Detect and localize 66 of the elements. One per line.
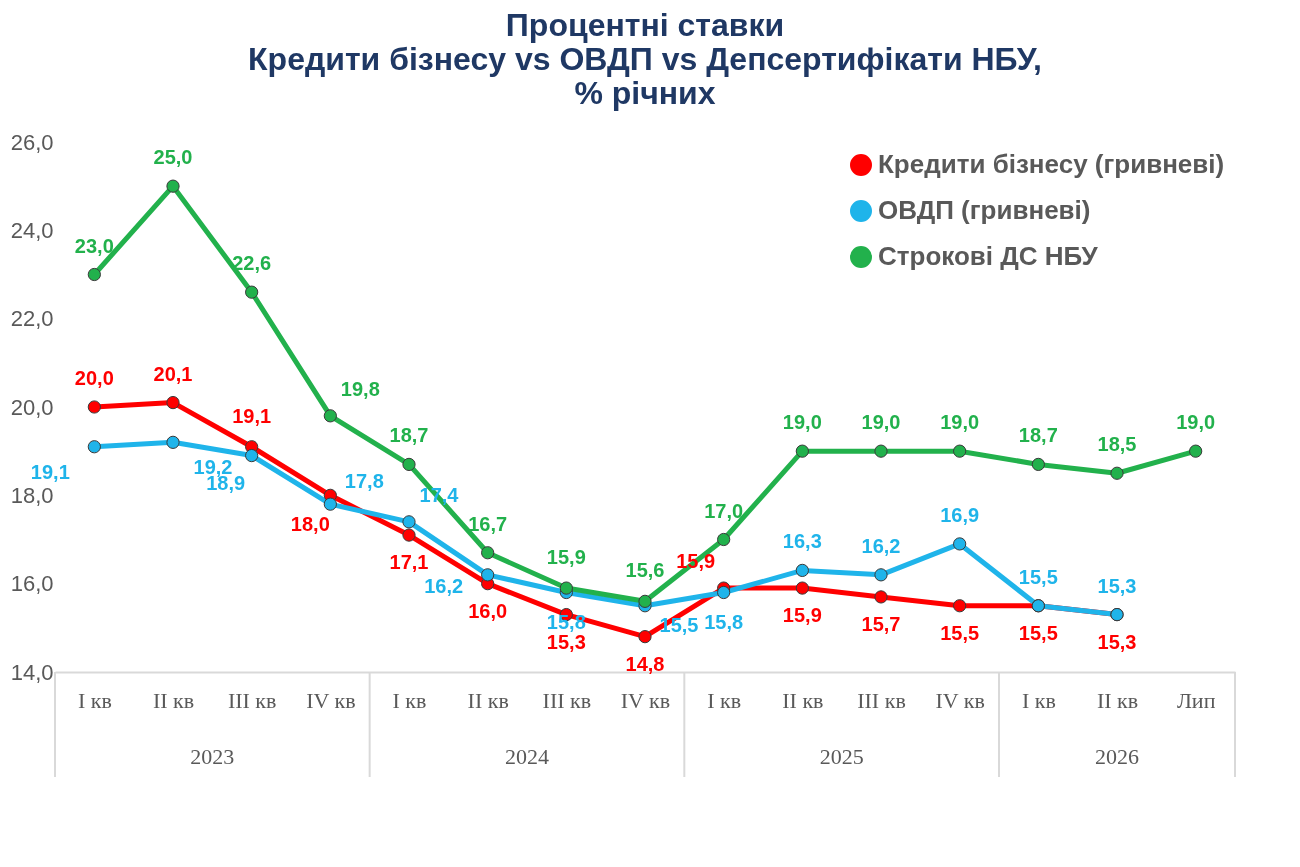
data-label: 15,5 bbox=[940, 621, 980, 644]
y-tick-label: 26,0 bbox=[10, 129, 54, 155]
data-label: 15,5 bbox=[1018, 565, 1058, 588]
data-label: 19,1 bbox=[30, 460, 70, 483]
text: 2025 bbox=[819, 744, 864, 769]
x-tick-label: I кв bbox=[392, 687, 427, 713]
x-tick-label: II кв bbox=[152, 687, 195, 713]
data-label: 22,6 bbox=[232, 252, 272, 275]
x-tick-label: II кв bbox=[782, 687, 824, 713]
data-label: 18,5 bbox=[1097, 433, 1137, 456]
y-tick-label: 16,0 bbox=[10, 571, 54, 597]
data-label: 16,2 bbox=[424, 574, 464, 597]
data-label: 19,0 bbox=[940, 411, 980, 434]
y-tick-label: 18,0 bbox=[10, 482, 54, 508]
x-tick-label: II кв bbox=[467, 687, 509, 713]
data-label: 15,6 bbox=[625, 559, 665, 582]
y-tick-label: 22,0 bbox=[10, 306, 54, 332]
y-tick-label: 14,0 bbox=[10, 659, 54, 685]
data-label: 14,8 bbox=[625, 652, 665, 675]
x-tick-label: III кв bbox=[857, 687, 906, 713]
data-label: 15,9 bbox=[782, 604, 822, 627]
x-tick-label: III кв bbox=[542, 687, 592, 713]
data-label: 17,0 bbox=[704, 499, 744, 522]
x-tick-label: II кв bbox=[1096, 687, 1139, 713]
text: 2024 bbox=[505, 744, 549, 769]
data-label: 16,7 bbox=[468, 512, 508, 535]
data-label: 15,7 bbox=[861, 612, 901, 635]
data-label: 16,3 bbox=[782, 530, 822, 553]
data-label: 17,8 bbox=[344, 470, 384, 493]
x-tick-label: III кв bbox=[227, 687, 277, 713]
data-label: 15,3 bbox=[1097, 630, 1137, 653]
data-label: 15,9 bbox=[546, 546, 586, 569]
data-label: 19,0 bbox=[861, 411, 901, 434]
legend-label: Кредити бізнесу (гривневі) bbox=[878, 149, 1225, 179]
data-label: 16,0 bbox=[468, 599, 508, 622]
data-label: 18,0 bbox=[290, 513, 330, 536]
data-label: 20,1 bbox=[153, 362, 193, 385]
data-label: 25,0 bbox=[153, 146, 193, 169]
x-tick-label: Лип bbox=[1176, 687, 1216, 713]
data-label: 15,5 bbox=[1018, 621, 1058, 644]
x-tick-label: IV кв bbox=[306, 687, 356, 713]
x-tick-label: I кв bbox=[707, 687, 742, 713]
data-label: 19,1 bbox=[232, 404, 272, 427]
data-label: 18,7 bbox=[389, 424, 429, 447]
data-label: 19,0 bbox=[1176, 411, 1216, 434]
data-label: 20,0 bbox=[74, 367, 114, 389]
y-tick-label: 20,0 bbox=[10, 394, 54, 420]
y-tick-label: 24,0 bbox=[10, 217, 54, 243]
data-label: 17,1 bbox=[389, 551, 429, 574]
data-label: 18,7 bbox=[1018, 424, 1058, 447]
data-label: 19,8 bbox=[340, 377, 380, 400]
x-tick-label: IV кв bbox=[935, 687, 985, 713]
legend-label: ОВДП (гривневі) bbox=[878, 195, 1091, 225]
x-tick-label: I кв bbox=[1021, 687, 1056, 713]
text: 2026 bbox=[1095, 744, 1139, 769]
data-label: 16,9 bbox=[940, 503, 980, 526]
data-label: 19,0 bbox=[782, 411, 822, 434]
data-label: 16,2 bbox=[861, 534, 901, 557]
x-tick-label: IV кв bbox=[620, 687, 671, 713]
x-tick-label: I кв bbox=[77, 687, 112, 713]
data-label: 23,0 bbox=[74, 234, 114, 257]
chart-title: Процентні ставки Кредити бізнесу vs ОВДП vs Депсертифікати НБУ, % річних bbox=[248, 7, 1042, 111]
legend-label: Строкові ДС НБУ bbox=[878, 241, 1099, 271]
data-label: 15,8 bbox=[704, 610, 744, 633]
text: 2023 bbox=[190, 744, 235, 769]
data-label: 15,3 bbox=[1097, 574, 1137, 597]
